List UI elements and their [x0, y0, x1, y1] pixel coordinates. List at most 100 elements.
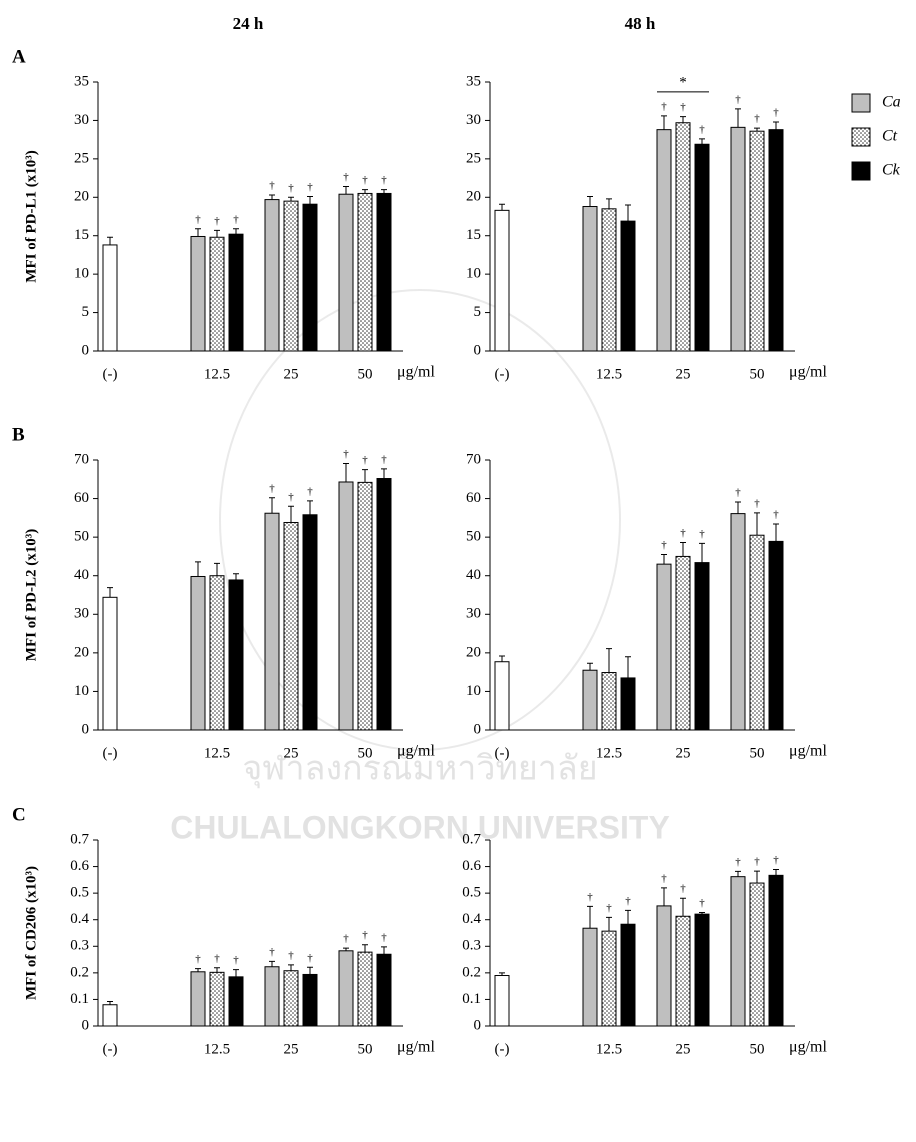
y-tick-label: 40 — [74, 567, 89, 583]
bar — [675, 555, 691, 731]
error-bar — [288, 505, 294, 523]
error-bar — [735, 108, 741, 128]
panel-label: A — [12, 46, 26, 67]
panel-label: B — [12, 424, 25, 445]
bar — [190, 575, 206, 731]
y-tick-label: 0 — [474, 721, 482, 737]
significance-dagger: † — [233, 954, 239, 966]
y-tick-label: 0.3 — [462, 938, 481, 954]
bar — [656, 905, 672, 1027]
significance-dagger: † — [754, 497, 760, 509]
bar — [730, 513, 746, 731]
y-tick-label: 15 — [466, 227, 481, 243]
bar — [656, 129, 672, 352]
significance-dagger: † — [773, 854, 779, 866]
error-bar — [362, 189, 368, 194]
bar — [228, 976, 244, 1027]
legend-label: Ck — [882, 162, 901, 179]
error-bar — [362, 469, 368, 483]
y-tick-label: 10 — [466, 683, 481, 699]
bar — [675, 915, 691, 1027]
bar — [302, 203, 318, 352]
significance-star: * — [679, 74, 687, 90]
y-tick-label: 0.2 — [70, 964, 89, 980]
error-bar — [625, 909, 631, 925]
significance-dagger: † — [661, 539, 667, 551]
significance-dagger: † — [381, 931, 387, 943]
y-tick-label: 15 — [74, 227, 89, 243]
bar — [102, 244, 118, 352]
significance-dagger: † — [343, 171, 349, 183]
y-tick-label: 50 — [74, 529, 89, 545]
bar — [283, 521, 299, 731]
bar — [601, 208, 617, 352]
error-bar — [307, 966, 313, 975]
significance-dagger: † — [754, 113, 760, 125]
significance-dagger: † — [269, 482, 275, 494]
x-tick-label: 50 — [358, 745, 373, 761]
bar — [264, 199, 280, 352]
y-tick-label: 20 — [466, 189, 481, 205]
y-tick-label: 35 — [74, 73, 89, 89]
y-tick-label: 0 — [82, 721, 90, 737]
bar — [209, 575, 225, 731]
y-tick-label: 20 — [74, 189, 89, 205]
error-bar — [773, 523, 779, 542]
bar — [749, 130, 765, 352]
error-bar — [606, 648, 612, 673]
significance-dagger: † — [735, 856, 741, 868]
y-axis-label: MFI of CD206 (x10³) — [23, 866, 39, 1000]
error-bar — [754, 870, 760, 884]
y-tick-label: 0.7 — [70, 831, 89, 847]
error-bar — [107, 587, 113, 598]
error-bar — [606, 198, 612, 209]
significance-dagger: † — [680, 883, 686, 895]
x-axis-label: μg/ml — [397, 743, 435, 760]
bar — [264, 512, 280, 731]
error-bar — [195, 228, 201, 237]
error-bar — [233, 573, 239, 580]
significance-dagger: † — [735, 93, 741, 105]
bar — [494, 661, 510, 731]
x-tick-label: 25 — [284, 1041, 299, 1057]
error-bar — [214, 229, 220, 238]
watermark: จุฬาลงกรณ์มหาวิทยาลัย CHULALONGKORN UNIV… — [170, 289, 670, 845]
bar — [357, 951, 373, 1027]
y-tick-label: 50 — [466, 529, 481, 545]
y-axis-label: MFI of PD-L1 (x10³) — [23, 150, 39, 282]
x-axis-label: μg/ml — [397, 364, 435, 381]
y-tick-label: 0.1 — [70, 991, 89, 1007]
significance-dagger: † — [269, 180, 275, 192]
y-tick-label: 25 — [466, 150, 481, 166]
error-bar — [773, 868, 779, 876]
y-tick-label: 20 — [74, 644, 89, 660]
error-bar — [680, 897, 686, 917]
error-bar — [754, 127, 760, 132]
error-bar — [381, 468, 387, 479]
bar — [694, 913, 710, 1027]
y-tick-label: 70 — [74, 451, 89, 467]
y-tick-label: 0.6 — [462, 858, 481, 874]
bar — [302, 514, 318, 731]
x-tick-label: 25 — [676, 1041, 691, 1057]
panel-label: C — [12, 804, 26, 825]
error-bar — [735, 870, 741, 877]
significance-dagger: † — [587, 891, 593, 903]
error-bar — [735, 501, 741, 514]
bar — [694, 143, 710, 352]
significance-dagger: † — [606, 902, 612, 914]
bar — [620, 677, 636, 731]
column-title: 24 h — [233, 14, 264, 33]
error-bar — [288, 196, 294, 202]
x-tick-label: (-) — [495, 366, 510, 382]
bar — [338, 481, 354, 731]
significance-dagger: † — [381, 174, 387, 186]
error-bar — [195, 968, 201, 972]
bar — [209, 236, 225, 352]
error-bar — [699, 542, 705, 563]
bar — [302, 973, 318, 1027]
x-tick-label: 25 — [284, 745, 299, 761]
y-tick-label: 30 — [74, 112, 89, 128]
significance-dagger: † — [288, 491, 294, 503]
error-bar — [362, 944, 368, 953]
